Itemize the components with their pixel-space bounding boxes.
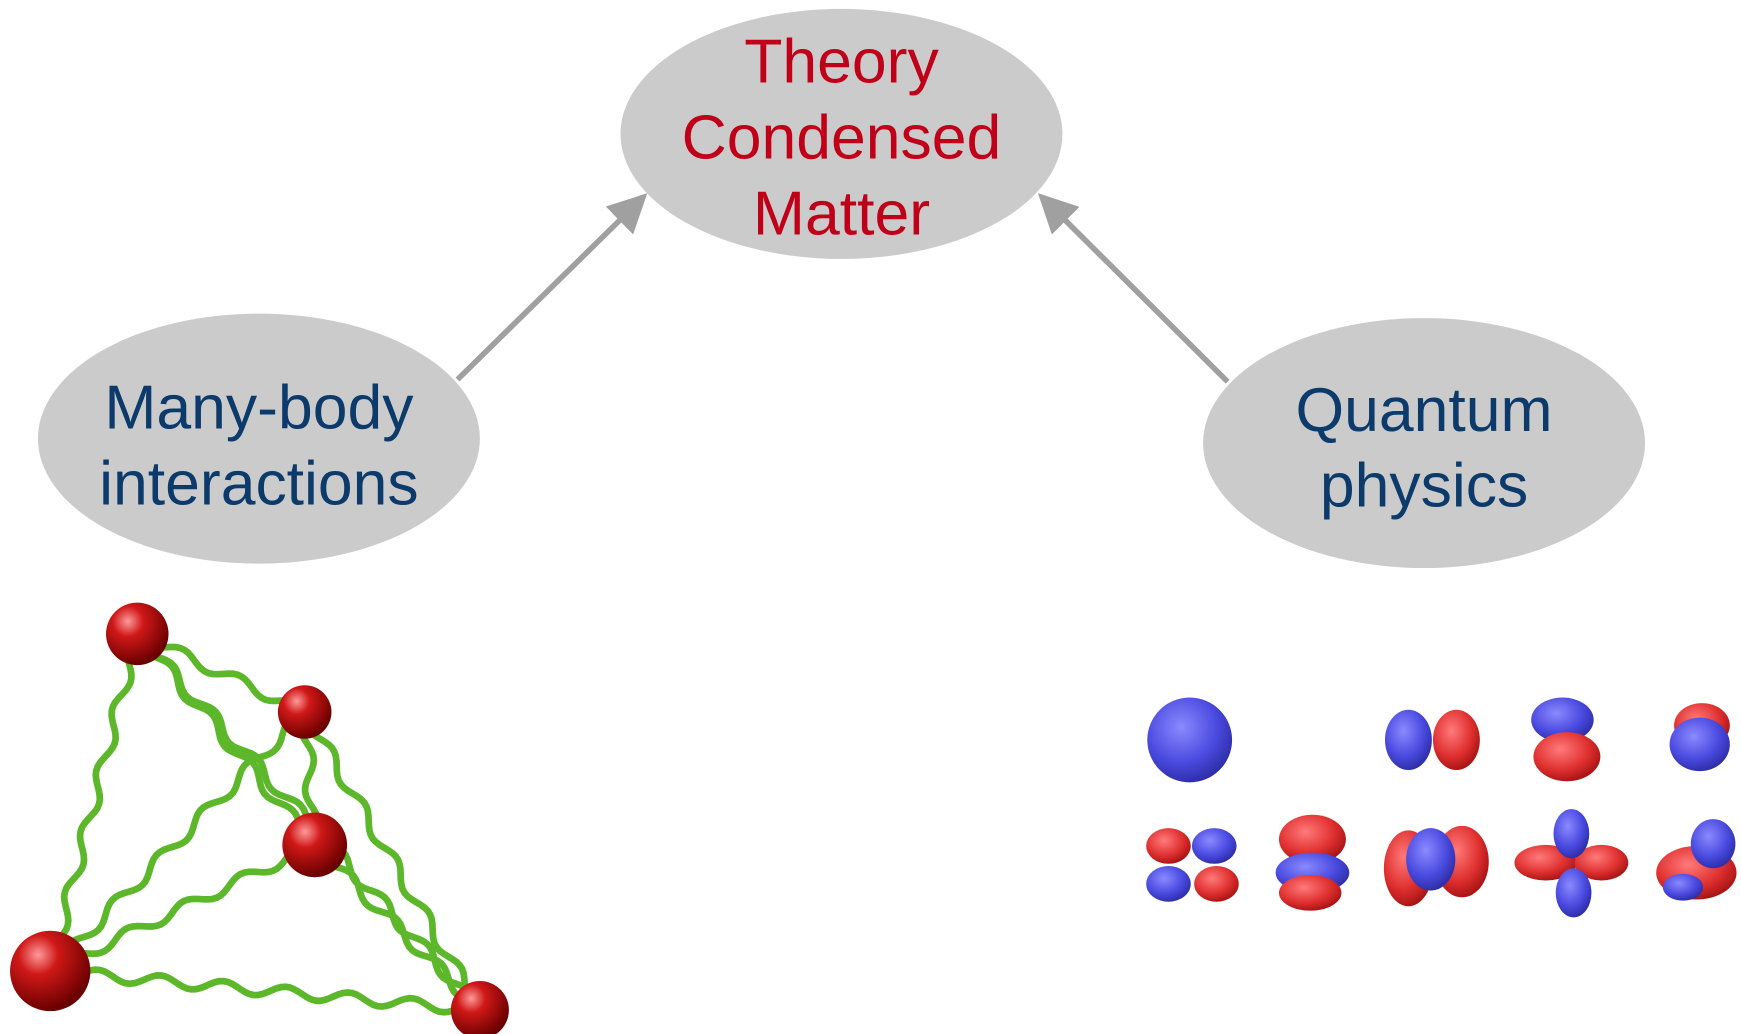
arrow bbox=[1037, 193, 1230, 384]
node-label: Matter bbox=[753, 178, 930, 248]
many-body-illustration bbox=[10, 602, 509, 1034]
node-ellipse bbox=[37, 313, 480, 564]
node-label: physics bbox=[1320, 451, 1528, 521]
node-label: Theory bbox=[744, 27, 939, 97]
spring bbox=[301, 711, 482, 1014]
particle bbox=[282, 812, 348, 878]
particle bbox=[277, 685, 332, 739]
spring bbox=[45, 631, 140, 972]
arrow bbox=[455, 193, 648, 382]
node-label: Quantum bbox=[1296, 375, 1553, 445]
spring bbox=[48, 966, 482, 1016]
node-label: Condensed bbox=[682, 102, 1002, 172]
spring bbox=[51, 708, 306, 977]
spring bbox=[49, 841, 315, 978]
node-ellipse bbox=[620, 8, 1063, 259]
particle bbox=[10, 930, 91, 1012]
node-ellipse bbox=[1203, 318, 1646, 569]
node-label: interactions bbox=[99, 448, 419, 518]
particle bbox=[106, 602, 169, 666]
particle bbox=[450, 980, 509, 1034]
orbital-illustration bbox=[1146, 697, 1737, 918]
node-label: Many-body bbox=[104, 373, 414, 443]
